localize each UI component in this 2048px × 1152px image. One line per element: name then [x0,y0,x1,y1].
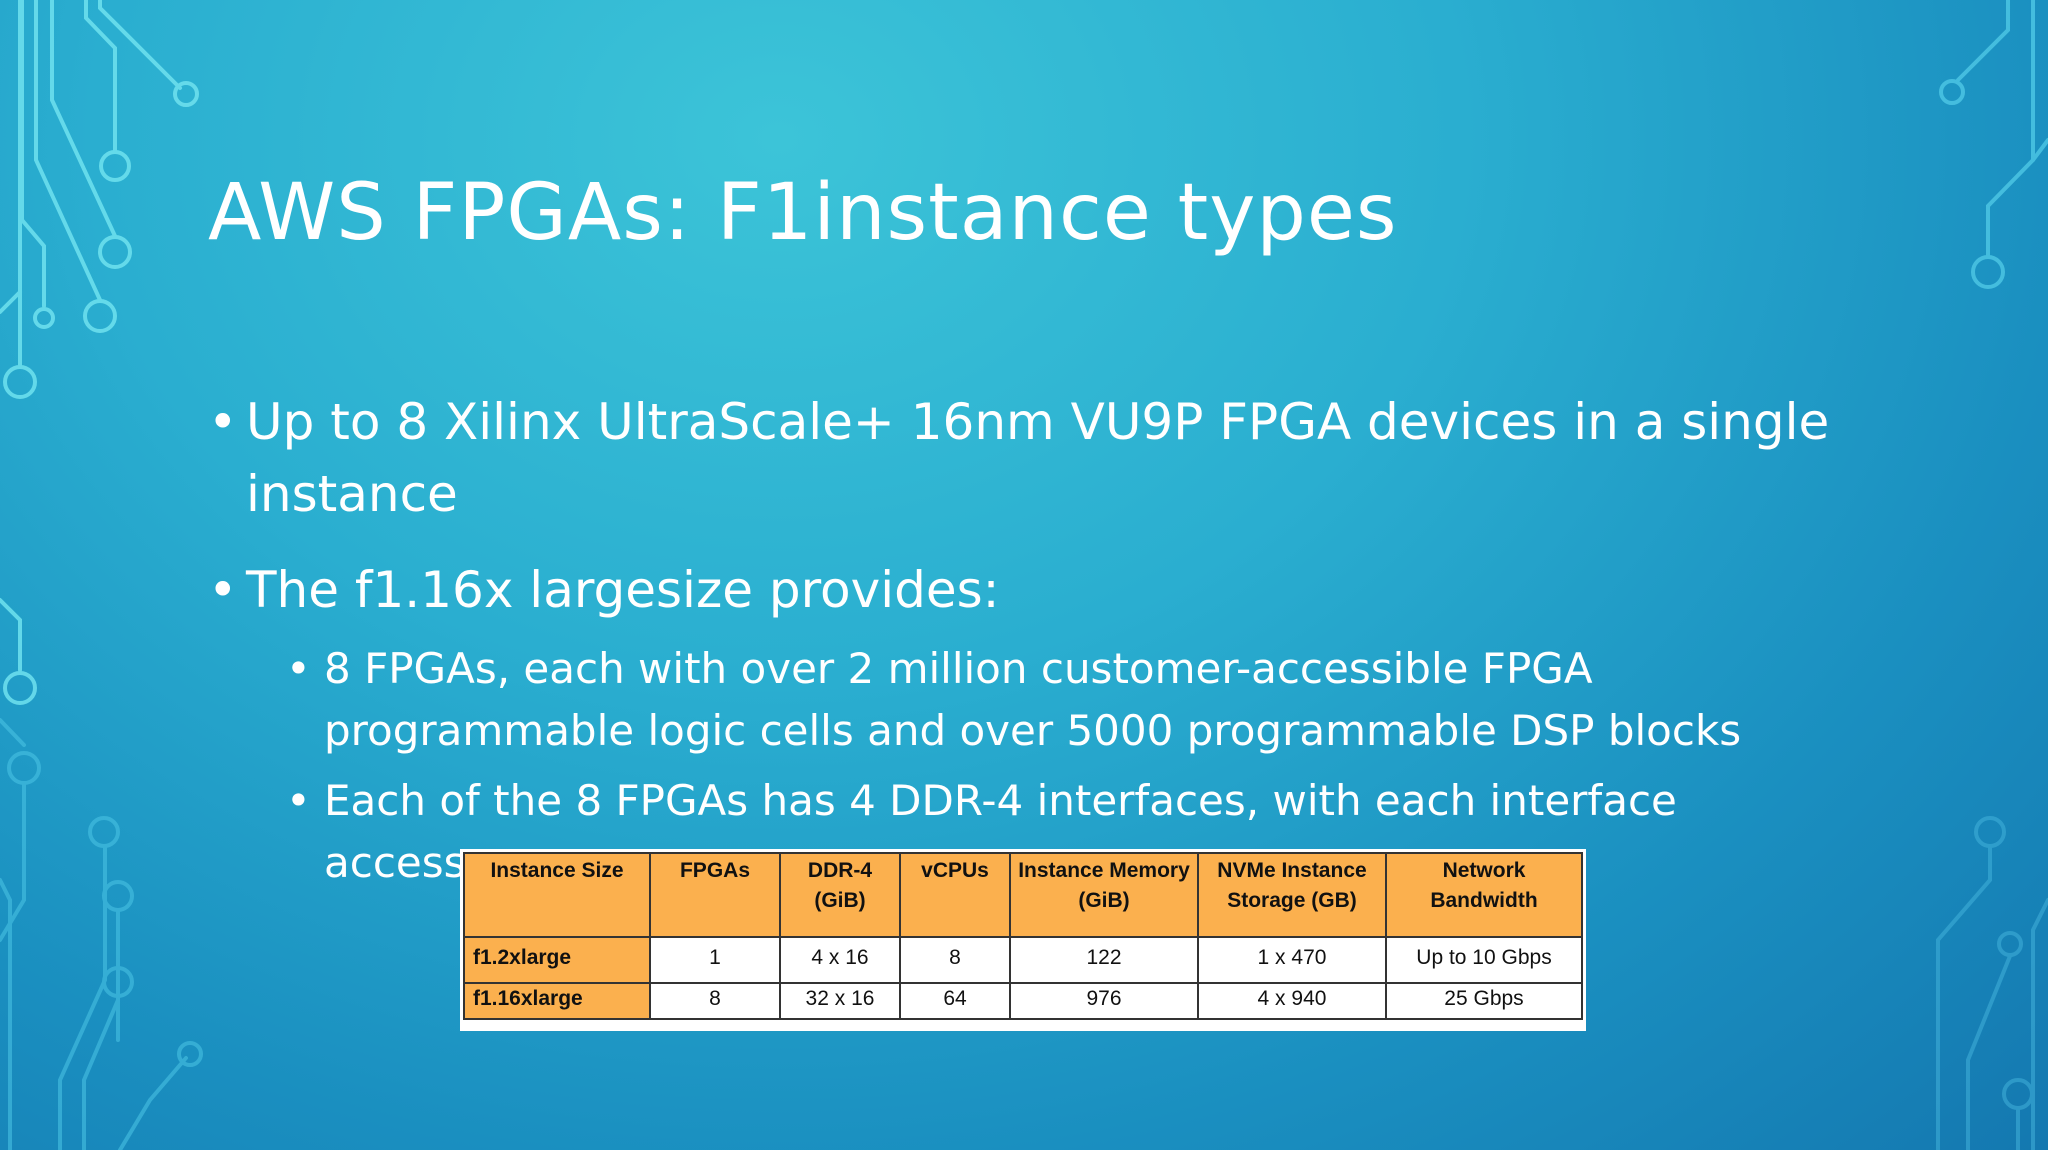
header-fpgas: FPGAs [649,852,781,938]
table-cell: 1 x 470 [1197,936,1387,984]
table-cell: 8 [899,936,1011,984]
table-cell: f1.2xlarge [463,936,651,984]
circuit-decoration-right-icon [1936,0,2048,1150]
bullet-item: • The f1.16x largesize provides: [208,554,1848,626]
bullet-text: The f1.16x largesize provides: [246,561,1000,619]
sub-bullet-item: • 8 FPGAs, each with over 2 million cust… [286,638,1786,762]
table-cell: 4 x 940 [1197,982,1387,1020]
header-network-bandwidth: Network Bandwidth [1385,852,1583,938]
header-instance-memory: Instance Memory (GiB) [1009,852,1199,938]
table-cell: 4 x 16 [779,936,901,984]
table-cell: 32 x 16 [779,982,901,1020]
bullet-icon: • [208,393,238,451]
slide-title: AWS FPGAs: F1instance types [208,168,1398,258]
table-row: f1.2xlarge 1 4 x 16 8 122 1 x 470 Up to … [463,936,1583,984]
table-cell: f1.16xlarge [463,982,651,1020]
table-cell: 8 [649,982,781,1020]
sub-bullet-text: Each of the 8 FPGAs has 4 DDR-4 interfac… [324,776,1677,887]
header-ddr4: DDR-4 (GiB) [779,852,901,938]
table-cell: Up to 10 Gbps [1385,936,1583,984]
header-instance-size: Instance Size [463,852,651,938]
table-cell: 976 [1009,982,1199,1020]
table-cell: 25 Gbps [1385,982,1583,1020]
sub-bullet-item: • Each of the 8 FPGAs has 4 DDR-4 interf… [286,770,1786,894]
slide-bottom-border [0,1150,2048,1152]
bullet-icon: • [286,644,311,693]
table-cell: 122 [1009,936,1199,984]
bullet-item: • Up to 8 Xilinx UltraScale+ 16nm VU9P F… [208,386,1848,530]
table-crop-edge [460,1025,1586,1031]
bullet-text: Up to 8 Xilinx UltraScale+ 16nm VU9P FPG… [246,393,1830,523]
sub-bullet-text: 8 FPGAs, each with over 2 million custom… [324,644,1742,755]
table-cell: 1 [649,936,781,984]
bullet-icon: • [286,776,311,825]
table-header-row: Instance Size FPGAs DDR-4 (GiB) vCPUs In… [463,852,1583,938]
circuit-decoration-left-icon [0,0,203,1150]
table-row: f1.16xlarge 8 32 x 16 64 976 4 x 940 25 … [463,982,1583,1020]
instance-types-table-image: Instance Size FPGAs DDR-4 (GiB) vCPUs In… [460,849,1586,1031]
table-cell: 64 [899,982,1011,1020]
instance-types-table: Instance Size FPGAs DDR-4 (GiB) vCPUs In… [463,852,1583,1020]
bullet-icon: • [208,561,238,619]
header-nvme-storage: NVMe Instance Storage (GB) [1197,852,1387,938]
header-vcpus: vCPUs [899,852,1011,938]
